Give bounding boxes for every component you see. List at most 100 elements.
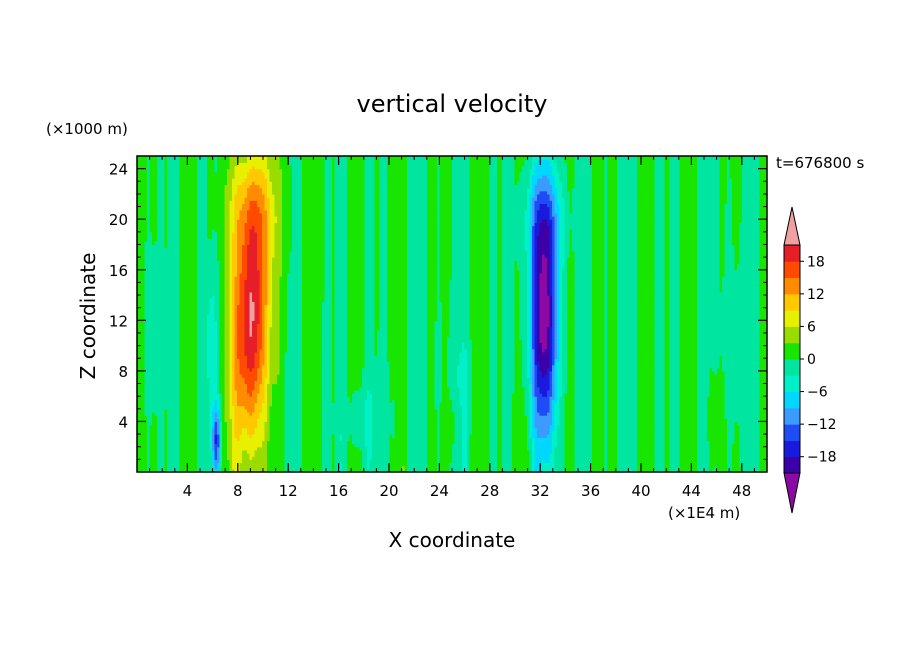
field-cell [567, 272, 576, 277]
field-cell [534, 424, 551, 429]
field-cell [607, 440, 618, 445]
field-cell [564, 247, 571, 252]
field-cell [269, 351, 281, 356]
field-cell [209, 424, 213, 429]
field-cell [547, 367, 553, 372]
field-cell [617, 427, 638, 432]
field-cell [264, 386, 268, 391]
field-cell [232, 235, 238, 239]
field-cell [457, 380, 468, 385]
field-cell [607, 257, 618, 261]
field-cell [284, 399, 303, 404]
field-cell [539, 272, 548, 277]
field-cell [529, 370, 533, 375]
field-cell [244, 288, 261, 293]
field-cell [497, 427, 503, 432]
field-cell [617, 266, 638, 271]
field-cell [217, 399, 221, 404]
field-cell [242, 250, 248, 255]
field-cell [529, 298, 533, 302]
field-cell [427, 430, 438, 435]
field-cell [664, 266, 671, 271]
field-cell [537, 247, 551, 252]
field-cell [607, 380, 618, 385]
field-cell [532, 364, 536, 369]
field-cell [137, 411, 146, 416]
field-cell [244, 285, 261, 290]
field-cell [237, 389, 248, 394]
field-cell [284, 440, 303, 445]
field-cell [347, 377, 363, 381]
field-cell [302, 389, 323, 394]
field-cell [637, 415, 656, 419]
field-cell [727, 440, 736, 445]
field-cell [152, 235, 158, 239]
field-cell [347, 307, 366, 312]
field-cell [302, 339, 323, 344]
field-cell [234, 326, 238, 331]
field-cell [519, 307, 528, 312]
field-cell [697, 314, 761, 318]
field-cell [302, 250, 326, 255]
field-cell [497, 231, 503, 236]
field-cell [449, 465, 463, 470]
field-cell [374, 282, 381, 287]
field-cell [367, 462, 371, 467]
field-cell [232, 377, 236, 381]
field-cell [379, 257, 388, 261]
field-cell [592, 307, 606, 312]
field-cell [447, 351, 461, 356]
field-cell [472, 358, 491, 362]
field-cell [289, 266, 303, 271]
field-cell [197, 301, 211, 306]
field-cell [557, 440, 566, 445]
field-cell [564, 250, 571, 255]
field-cell [334, 437, 341, 441]
field-cell [434, 380, 443, 385]
field-cell [574, 408, 593, 413]
field-cell [467, 389, 473, 394]
field-cell [502, 323, 516, 328]
field-cell [387, 241, 408, 246]
field-cell [334, 434, 341, 438]
field-cell [637, 247, 656, 252]
field-cell [519, 291, 528, 296]
field-cell [144, 266, 181, 271]
field-cell [179, 260, 198, 265]
field-cell [519, 295, 528, 299]
field-cell [552, 260, 556, 265]
field-cell [249, 238, 258, 242]
field-cell [654, 235, 666, 239]
field-cell [592, 260, 606, 265]
field-cell [447, 336, 471, 340]
field-cell [557, 443, 566, 448]
field-cell [167, 437, 181, 441]
field-cell [527, 317, 531, 321]
field-cell [364, 440, 373, 445]
field-cell [527, 285, 531, 290]
field-cell [407, 329, 428, 334]
field-cell [334, 282, 348, 287]
field-cell [364, 468, 391, 472]
field-cell [224, 231, 231, 236]
field-cell [637, 310, 656, 315]
field-cell [249, 323, 253, 328]
field-cell [229, 279, 233, 283]
field-cell [262, 370, 268, 375]
field-cell [722, 364, 761, 369]
field-cell [489, 263, 498, 268]
field-cell [532, 260, 536, 265]
field-cell [239, 276, 248, 280]
field-cell [637, 405, 656, 410]
field-cell [207, 336, 218, 340]
field-cell [489, 253, 498, 258]
field-cell [512, 430, 528, 435]
field-cell [722, 276, 761, 280]
field-cell [557, 434, 566, 438]
field-cell [669, 244, 681, 249]
field-cell [604, 288, 608, 293]
field-cell [322, 364, 333, 369]
field-cell [554, 427, 558, 432]
field-cell [257, 250, 263, 255]
field-cell [559, 342, 563, 347]
